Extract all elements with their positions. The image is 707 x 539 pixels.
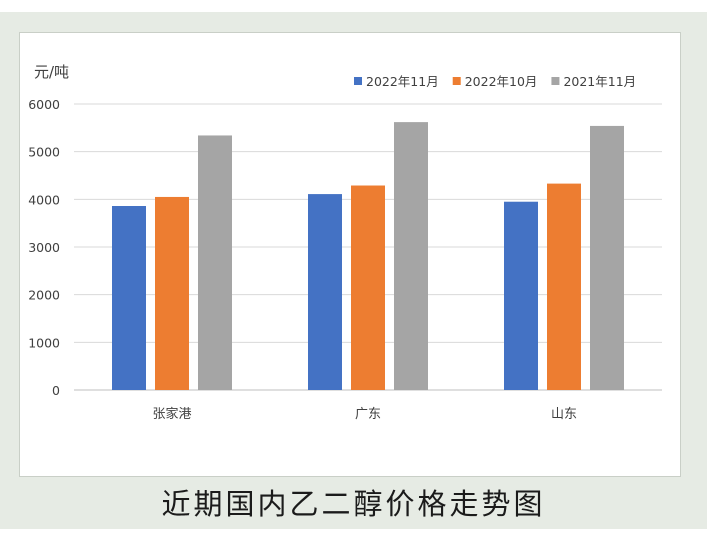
x-tick-label: 张家港 xyxy=(152,406,191,422)
bar xyxy=(112,206,146,390)
bar xyxy=(504,201,538,390)
y-tick-label: 1000 xyxy=(28,335,60,350)
bar xyxy=(547,183,581,390)
figure-frame: 元/吨 0 1000 2000 3000 4000 5000 6000 张家港 广东 山东 20… xyxy=(0,12,707,529)
x-tick-label: 山东 xyxy=(551,407,577,422)
bar xyxy=(351,185,385,390)
bar xyxy=(198,135,232,390)
bar-chart: 元/吨 0 1000 2000 3000 4000 5000 6000 张家港 广东 山东 20… xyxy=(28,63,662,422)
y-axis-label: 元/吨 xyxy=(34,63,69,81)
legend-swatch xyxy=(452,77,461,85)
y-tick-label: 3000 xyxy=(28,240,60,255)
legend-swatch xyxy=(551,77,560,85)
bar xyxy=(590,125,624,390)
bars xyxy=(112,122,624,390)
x-tick-label: 广东 xyxy=(355,407,381,422)
legend: 2022年11月 2022年10月 2021年11月 xyxy=(354,74,636,89)
y-tick-label: 2000 xyxy=(28,288,60,303)
y-tick-label: 5000 xyxy=(28,145,60,160)
legend-label: 2022年10月 xyxy=(465,74,538,89)
chart-panel: 元/吨 0 1000 2000 3000 4000 5000 6000 张家港 广东 山东 20… xyxy=(19,32,681,477)
y-axis-ticks: 0 1000 2000 3000 4000 5000 6000 xyxy=(28,97,60,398)
y-tick-label: 4000 xyxy=(28,192,60,207)
y-tick-label: 6000 xyxy=(28,97,60,112)
x-axis-ticks: 张家港 广东 山东 xyxy=(152,406,577,422)
bar xyxy=(155,196,189,390)
bar xyxy=(308,194,342,390)
bar xyxy=(394,122,428,390)
y-tick-label: 0 xyxy=(52,383,60,398)
figure-caption: 近期国内乙二醇价格走势图 xyxy=(161,487,546,521)
legend-label: 2021年11月 xyxy=(563,74,636,89)
legend-swatch xyxy=(354,77,362,85)
legend-label: 2022年11月 xyxy=(366,74,439,89)
